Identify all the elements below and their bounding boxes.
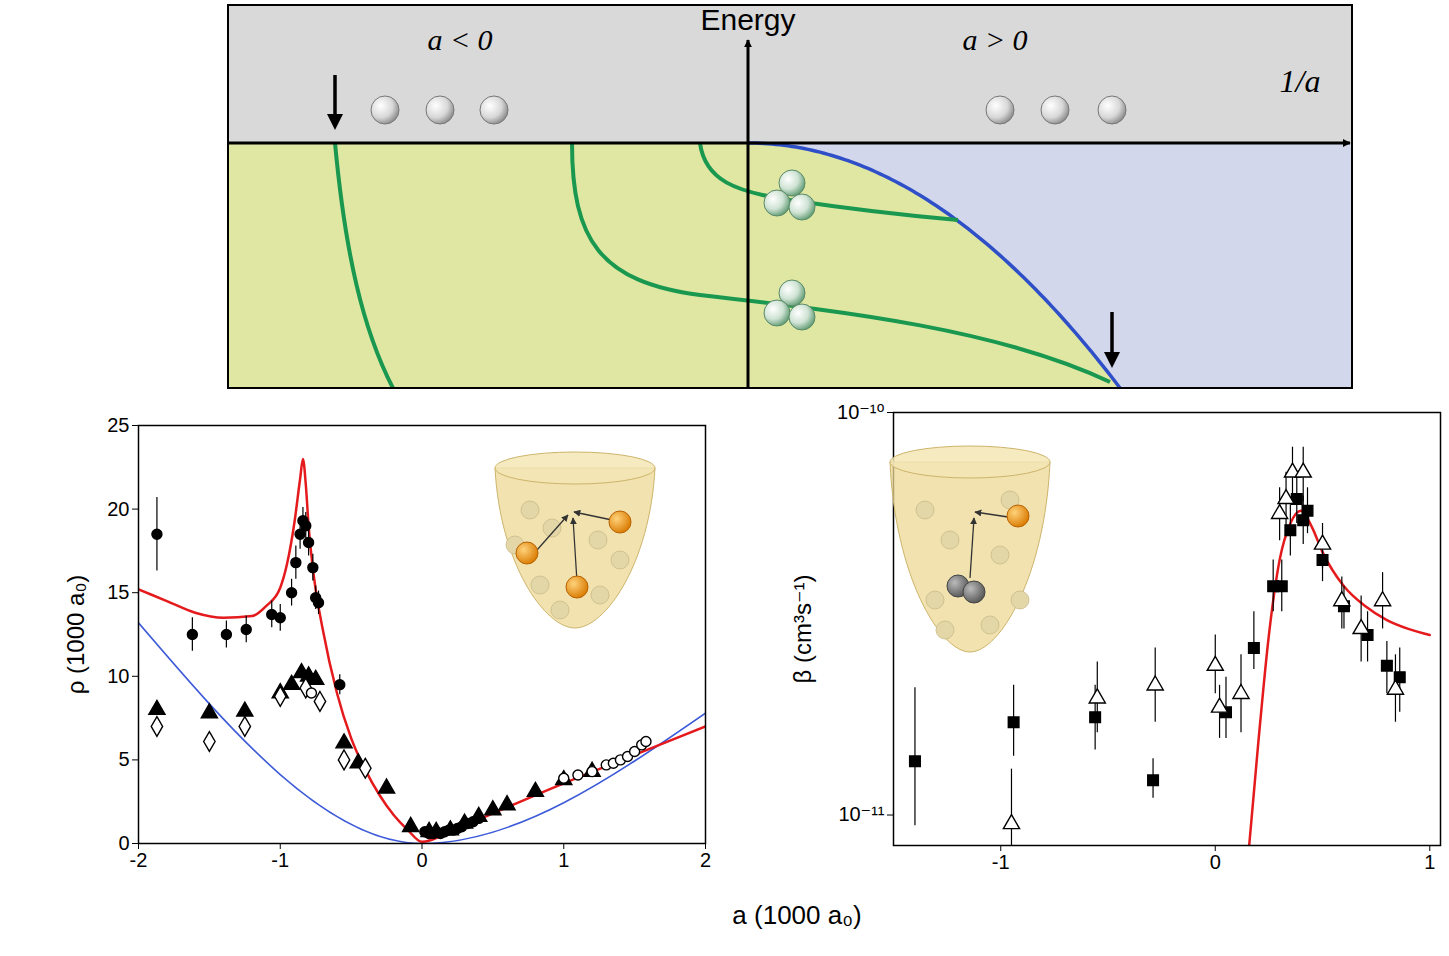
svg-text:20: 20: [107, 498, 129, 520]
svg-text:a > 0: a > 0: [962, 23, 1027, 56]
svg-text:β (cm³s⁻¹): β (cm³s⁻¹): [789, 574, 816, 683]
svg-text:25: 25: [107, 414, 129, 436]
svg-text:-2: -2: [130, 849, 148, 871]
svg-text:ρ (1000 a₀): ρ (1000 a₀): [62, 575, 89, 695]
svg-text:a < 0: a < 0: [427, 23, 492, 56]
svg-text:10⁻¹⁰: 10⁻¹⁰: [837, 401, 884, 423]
svg-text:0: 0: [416, 849, 427, 871]
svg-text:Energy: Energy: [700, 3, 795, 36]
svg-text:10⁻¹¹: 10⁻¹¹: [838, 803, 884, 825]
svg-text:15: 15: [107, 581, 129, 603]
svg-text:-1: -1: [271, 849, 289, 871]
svg-text:5: 5: [118, 748, 129, 770]
svg-text:2: 2: [700, 849, 711, 871]
svg-text:-1: -1: [992, 851, 1010, 873]
svg-text:1: 1: [558, 849, 569, 871]
svg-text:0: 0: [118, 832, 129, 854]
svg-text:1: 1: [1424, 851, 1435, 873]
svg-text:1/a: 1/a: [1280, 63, 1321, 99]
svg-text:10: 10: [107, 665, 129, 687]
svg-text:0: 0: [1210, 851, 1221, 873]
html-text:a (1000 a₀): a (1000 a₀): [732, 900, 862, 930]
